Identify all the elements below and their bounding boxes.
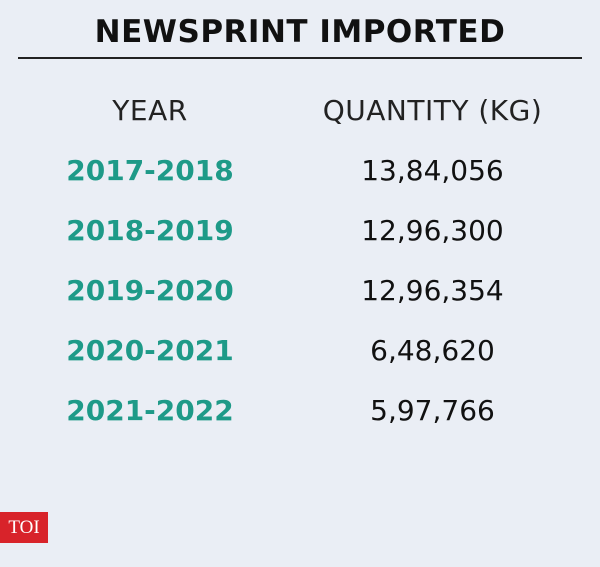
year-cell: 2017-2018 bbox=[66, 154, 234, 187]
quantity-cell: 5,97,766 bbox=[370, 394, 495, 427]
quantity-cell: 12,96,354 bbox=[361, 274, 504, 307]
year-cell: 2018-2019 bbox=[66, 214, 234, 247]
logo: TOI bbox=[0, 512, 48, 543]
quantity-cell: 12,96,300 bbox=[361, 214, 504, 247]
quantity-cell: 6,48,620 bbox=[370, 334, 495, 367]
year-cell: 2021-2022 bbox=[66, 394, 234, 427]
year-cell: 2019-2020 bbox=[66, 274, 234, 307]
column-header: YEAR bbox=[112, 94, 188, 127]
title: NEWSPRINT IMPORTED bbox=[94, 14, 506, 50]
column-header: QUANTITY (KG) bbox=[322, 94, 543, 127]
quantity-cell: 13,84,056 bbox=[361, 154, 504, 187]
year-cell: 2020-2021 bbox=[66, 334, 234, 367]
title-rule bbox=[18, 57, 582, 59]
